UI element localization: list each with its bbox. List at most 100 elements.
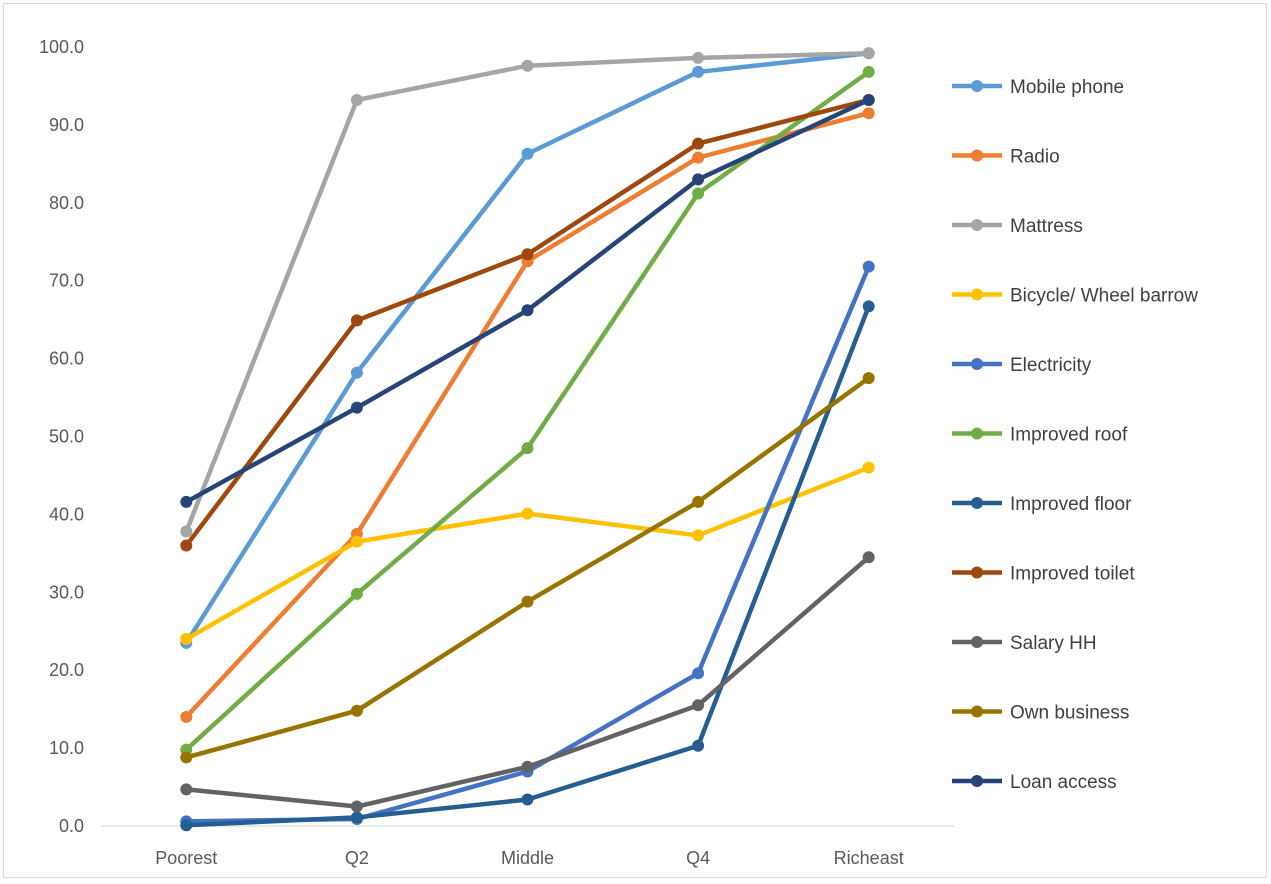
legend-item: Mattress [952, 216, 1083, 237]
legend-item: Mobile phone [952, 77, 1124, 98]
x-tick-label: Richeast [834, 848, 904, 868]
series-salary-hh [180, 551, 875, 813]
data-point [692, 667, 705, 680]
legend-label: Mobile phone [1010, 77, 1124, 98]
y-tick-label: 80.0 [49, 193, 84, 213]
series-improved-roof [180, 65, 875, 756]
legend-item: Improved roof [952, 425, 1128, 446]
x-tick-label: Poorest [155, 848, 217, 868]
legend-label: Mattress [1010, 216, 1083, 237]
legend-marker [971, 705, 983, 718]
legend: Mobile phone Radio Mattress Bicycle/ Wheel … [952, 77, 1198, 793]
data-point [350, 811, 363, 824]
data-point [692, 151, 705, 164]
legend-item: Improved toilet [952, 564, 1135, 585]
series-bicycle-wheel-barrow [180, 461, 875, 646]
line-chart: 0.0 10.0 20.0 30.0 40.0 50.0 60.0 70.0 80.0 90.0 1… [39, 37, 1198, 868]
data-point [862, 260, 875, 273]
legend-label: Bicycle/ Wheel barrow [1010, 286, 1198, 307]
legend-item: Improved floor [952, 494, 1132, 515]
legend-label: Electricity [1010, 355, 1092, 376]
legend-item: Own business [952, 703, 1129, 724]
series-mattress [180, 47, 875, 538]
data-point [862, 372, 875, 385]
series-improved-floor [180, 300, 875, 832]
axes: 0.0 10.0 20.0 30.0 40.0 50.0 60.0 70.0 80.0 90.0 1… [39, 37, 954, 868]
data-point [862, 551, 875, 564]
series-line [184, 97, 871, 505]
legend-item: Bicycle/ Wheel barrow [952, 286, 1198, 307]
x-tick-label: Q4 [686, 848, 710, 868]
data-point [180, 495, 193, 508]
data-point [350, 401, 363, 414]
series-electricity [180, 260, 875, 828]
data-point [350, 704, 363, 717]
data-point [180, 710, 193, 723]
legend-label: Own business [1010, 703, 1129, 724]
data-point [180, 819, 193, 832]
legend-item: Radio [952, 147, 1060, 168]
y-tick-label: 100.0 [39, 37, 84, 57]
data-point [862, 107, 875, 120]
legend-marker [971, 427, 983, 440]
legend-label: Salary HH [1010, 633, 1097, 654]
data-point [692, 173, 705, 186]
data-point [180, 539, 193, 552]
data-point [350, 587, 363, 600]
data-point [862, 461, 875, 474]
series-own-business [180, 372, 875, 764]
data-point [521, 304, 534, 317]
data-point [692, 137, 705, 150]
chart-frame: 0.0 10.0 20.0 30.0 40.0 50.0 60.0 70.0 80.0 90.0 1… [3, 3, 1267, 878]
legend-marker [971, 775, 983, 787]
data-point [692, 65, 705, 78]
data-point [180, 783, 193, 796]
data-point [521, 248, 534, 261]
series-layer [180, 47, 875, 832]
data-point [521, 760, 534, 773]
data-point [692, 529, 705, 542]
legend-marker [971, 219, 983, 231]
data-point [180, 525, 193, 538]
legend-label: Loan access [1010, 772, 1117, 793]
data-point [180, 633, 193, 646]
legend-label: Improved roof [1010, 425, 1128, 446]
y-tick-label: 30.0 [49, 582, 84, 602]
legend-marker [971, 80, 983, 92]
data-point [521, 442, 534, 455]
series-improved-toilet [180, 93, 875, 552]
legend-marker [971, 636, 983, 648]
y-tick-label: 10.0 [49, 738, 84, 758]
data-point [521, 59, 534, 72]
series-line [184, 304, 871, 828]
data-point [862, 300, 875, 313]
legend-item: Loan access [952, 772, 1117, 793]
series-radio [180, 107, 875, 723]
y-tick-label: 40.0 [49, 504, 84, 524]
data-point [350, 93, 363, 106]
x-tick-label: Q2 [345, 848, 369, 868]
data-point [862, 65, 875, 78]
data-point [521, 507, 534, 520]
data-point [692, 187, 705, 200]
series-loan-access [180, 93, 875, 508]
data-point [350, 366, 363, 379]
legend-label: Improved floor [1010, 494, 1132, 515]
y-tick-label: 60.0 [49, 349, 84, 369]
data-point [521, 793, 534, 806]
y-tick-label: 50.0 [49, 427, 84, 447]
legend-label: Radio [1010, 147, 1060, 168]
legend-item: Salary HH [952, 633, 1097, 654]
data-point [692, 739, 705, 752]
y-tick-label: 0.0 [59, 816, 84, 836]
data-point [692, 495, 705, 508]
legend-marker [971, 358, 983, 370]
series-line [184, 264, 871, 824]
data-point [862, 47, 875, 60]
legend-marker [971, 566, 983, 579]
y-tick-label: 70.0 [49, 271, 84, 291]
data-point [180, 751, 193, 764]
data-point [350, 535, 363, 548]
data-point [692, 699, 705, 712]
legend-marker [971, 497, 983, 509]
